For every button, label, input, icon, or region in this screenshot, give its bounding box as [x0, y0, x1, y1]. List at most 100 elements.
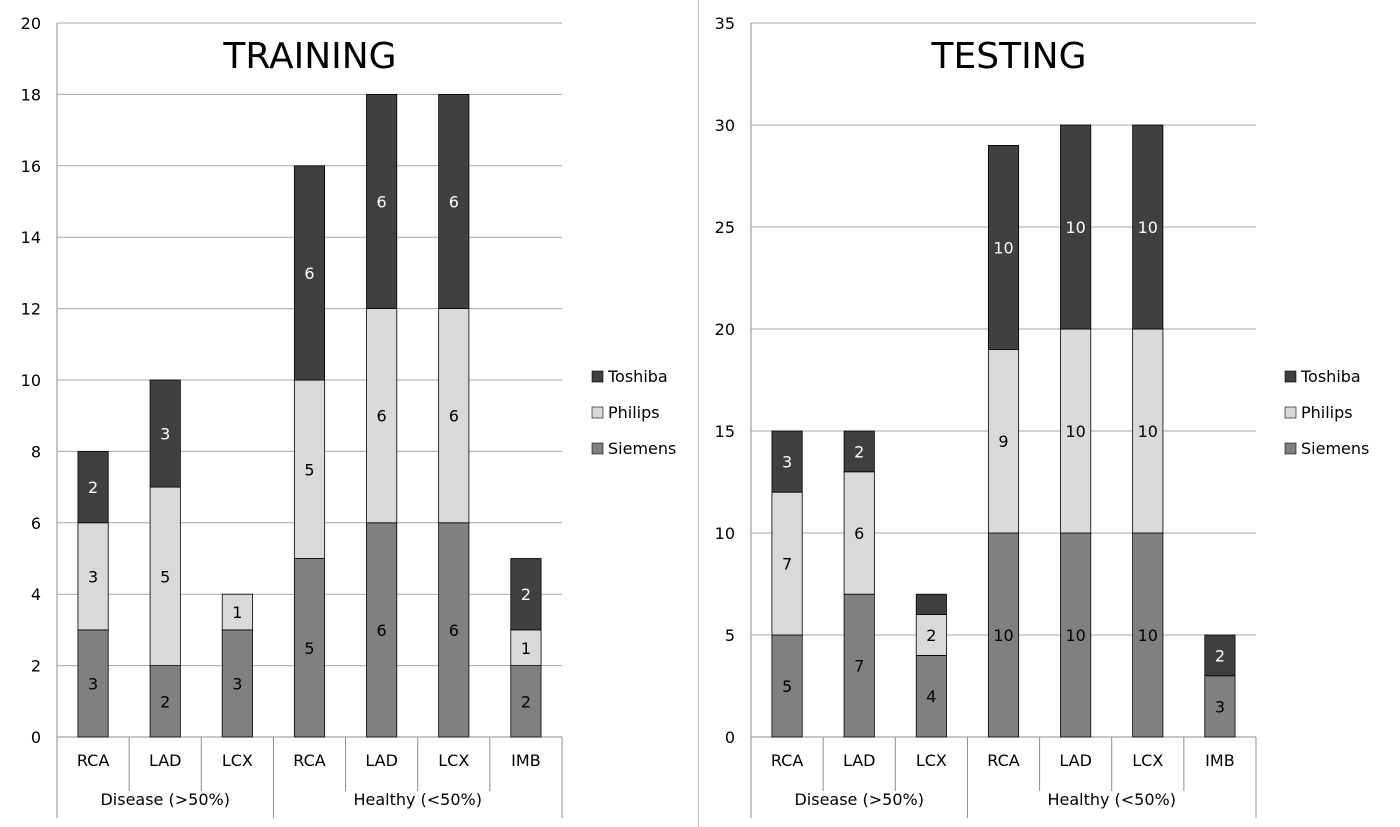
bar-segment-toshiba	[1060, 124, 1092, 330]
x-tick-label: IMB	[1205, 751, 1235, 770]
group-label: Healthy (<50%)	[1047, 790, 1176, 809]
data-label: 2	[521, 585, 531, 604]
legend-swatch-siemens	[591, 442, 604, 455]
data-label: 1	[521, 639, 531, 658]
y-tick-label: 2	[31, 657, 41, 676]
data-label: 7	[854, 657, 864, 676]
bar-segment-siemens	[771, 634, 803, 738]
data-label: 6	[449, 407, 459, 426]
y-tick-label: 8	[31, 442, 41, 461]
x-tick-label: RCA	[293, 751, 325, 770]
bar-segment-siemens	[77, 629, 109, 738]
bar-segment-toshiba	[510, 558, 542, 631]
data-label: 2	[521, 692, 531, 711]
data-label: 2	[926, 626, 936, 645]
bar-segment-toshiba	[77, 450, 109, 524]
data-label: 6	[304, 264, 314, 283]
y-tick-label: 5	[725, 626, 735, 645]
bar-segment-philips	[510, 629, 542, 667]
data-label: 2	[1215, 646, 1225, 665]
x-tick-label: RCA	[77, 751, 109, 770]
bar-segment-toshiba	[987, 144, 1020, 350]
data-label: 2	[88, 478, 98, 497]
x-tick-label: LCX	[438, 751, 469, 770]
group-label: Disease (>50%)	[794, 790, 923, 809]
legend-swatch-toshiba	[591, 370, 604, 383]
data-label: 6	[377, 193, 387, 212]
bar-segment-philips	[77, 522, 109, 631]
bar-segment-philips	[771, 491, 803, 636]
bar-segment-philips	[221, 593, 253, 631]
data-label: 10	[1065, 626, 1085, 645]
bar-segment-toshiba	[438, 94, 470, 309]
bar-segment-toshiba	[366, 94, 398, 309]
data-label: 6	[377, 407, 387, 426]
data-label: 6	[449, 621, 459, 640]
bar-segment-siemens	[1204, 675, 1236, 738]
data-label: 10	[1065, 422, 1085, 441]
bar-segment-toshiba	[1204, 634, 1236, 677]
bar-segment-siemens	[221, 629, 253, 738]
bar-segment-siemens	[1132, 532, 1164, 738]
chart-title: TESTING	[930, 36, 1086, 77]
x-tick-label: LAD	[365, 751, 398, 770]
legend-swatch-philips	[1284, 406, 1297, 419]
legend-swatch-siemens	[1284, 442, 1297, 455]
x-tick-label: IMB	[511, 751, 541, 770]
x-tick-label: LAD	[843, 751, 876, 770]
bar-segment-philips	[915, 614, 947, 656]
data-label: 10	[993, 626, 1013, 645]
bar-segment-siemens	[438, 522, 470, 738]
y-tick-label: 12	[21, 300, 41, 319]
bar-segment-philips	[987, 348, 1020, 534]
data-label: 1	[232, 603, 242, 622]
data-label: 2	[160, 692, 170, 711]
data-label: 5	[160, 567, 170, 586]
testing-chart-panel: TESTING 0 5 10 15 20 25 30 35 RCA LAD LCX RCA LAD LCX I…	[699, 0, 1400, 827]
bar-segment-siemens	[366, 522, 398, 738]
group-label: Disease (>50%)	[100, 790, 229, 809]
y-tick-label: 18	[21, 85, 41, 104]
data-label: 6	[449, 193, 459, 212]
data-label: 3	[232, 674, 242, 693]
group-label: Healthy (<50%)	[353, 790, 482, 809]
bar-segment-toshiba	[843, 430, 875, 473]
x-tick-label: LCX	[222, 751, 253, 770]
bar-segment-toshiba	[771, 430, 803, 493]
y-tick-label: 20	[715, 320, 735, 339]
legend-label: Siemens	[1301, 439, 1369, 458]
bar-segment-philips	[1060, 328, 1092, 534]
legend-swatch-philips	[591, 406, 604, 419]
legend-label: Siemens	[608, 439, 676, 458]
chart-title: TRAINING	[222, 36, 396, 77]
bar-segment-siemens	[987, 532, 1020, 738]
y-tick-label: 0	[725, 728, 735, 747]
x-tick-label: LAD	[149, 751, 182, 770]
y-tick-label: 20	[21, 14, 41, 33]
data-label: 3	[1215, 697, 1225, 716]
data-label: 3	[160, 425, 170, 444]
y-tick-label: 10	[21, 371, 41, 390]
data-label: 9	[998, 432, 1008, 451]
bar-segment-siemens	[510, 665, 542, 738]
data-label: 4	[926, 687, 936, 706]
training-chart-panel: TRAINING 0 2 4 6 8 10 12 14 16 18 20 RCA LAD LCX RCA LAD…	[0, 0, 699, 827]
x-tick-label: LCX	[1132, 751, 1163, 770]
y-tick-label: 10	[715, 524, 735, 543]
data-label: 6	[377, 621, 387, 640]
data-label: 5	[304, 639, 314, 658]
data-label: 10	[1138, 218, 1158, 237]
x-tick-label: RCA	[771, 751, 803, 770]
legend-label: Toshiba	[607, 367, 668, 386]
data-label: 3	[782, 453, 792, 472]
x-tick-label: LCX	[916, 751, 947, 770]
bar-segment-siemens	[149, 665, 181, 738]
bar-segment-siemens	[293, 558, 326, 738]
bar-segment-toshiba	[293, 165, 326, 381]
y-tick-label: 14	[21, 228, 41, 247]
y-tick-label: 35	[715, 14, 735, 33]
y-tick-label: 0	[31, 728, 41, 747]
bar-segment-siemens	[1060, 532, 1092, 738]
bar-segment-philips	[438, 308, 470, 524]
